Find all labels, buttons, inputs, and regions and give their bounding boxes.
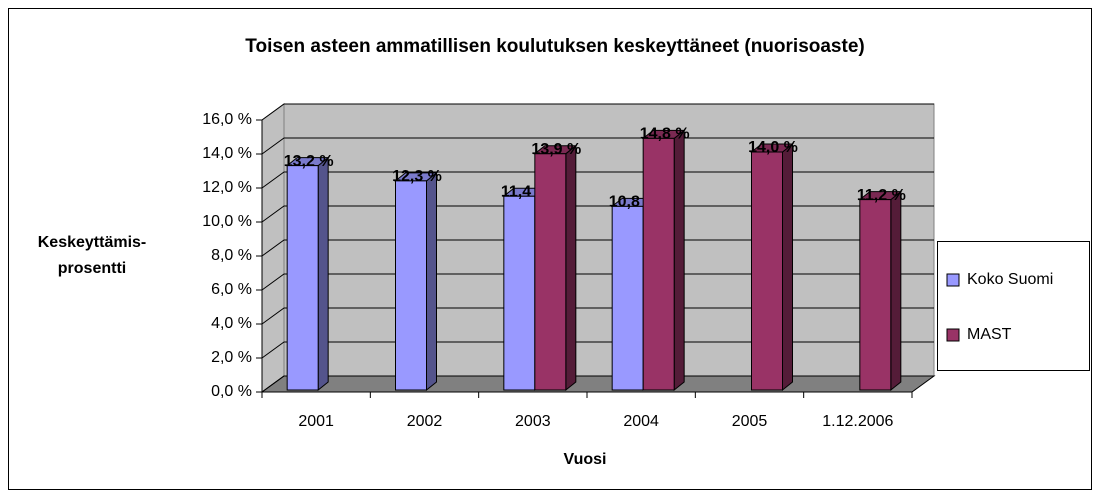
bar	[394, 171, 438, 392]
x-tick-label: 2002	[407, 413, 443, 430]
x-tick-label: 2003	[515, 413, 551, 430]
bar	[533, 144, 578, 392]
legend-label: Koko Suomi	[967, 271, 1053, 288]
bar	[285, 156, 330, 392]
bar-face	[503, 195, 536, 391]
bar-face	[286, 165, 319, 391]
bar-face	[890, 190, 902, 392]
value-label: 13,9 %	[531, 141, 581, 158]
grid-line	[261, 137, 934, 155]
bar-face	[317, 156, 329, 392]
bar-face	[673, 129, 685, 392]
legend	[937, 241, 1090, 371]
bar-face	[859, 199, 892, 391]
x-tick-label: 1.12.2006	[822, 413, 893, 430]
value-label: 14,0 %	[748, 139, 798, 156]
grid-line	[261, 375, 934, 393]
y-tick-label: 10,0 %	[202, 213, 252, 230]
value-label: 13,2 %	[284, 153, 334, 170]
grid-line	[261, 171, 934, 189]
grid-line	[261, 341, 934, 359]
y-axis-title: prosentti	[58, 260, 126, 277]
y-tick-label: 4,0 %	[211, 315, 252, 332]
chart-title: Toisen asteen ammatillisen koulutuksen k…	[245, 36, 864, 57]
bar-face	[642, 137, 675, 391]
bar	[858, 190, 903, 392]
bar-face	[395, 180, 427, 391]
grid-line	[261, 239, 934, 257]
value-label: 12,3 %	[392, 168, 442, 185]
legend-swatch	[946, 273, 960, 287]
value-label: 14,8 %	[640, 126, 690, 143]
bar	[750, 142, 794, 392]
grid-line	[261, 205, 934, 223]
legend-swatch	[946, 328, 960, 342]
y-axis-title: Keskeyttämis-	[38, 234, 147, 251]
bar-face	[611, 205, 644, 391]
bar-face	[534, 153, 567, 391]
y-tick-label: 8,0 %	[211, 247, 252, 264]
x-tick-label: 2005	[732, 413, 768, 430]
x-tick-label: 2001	[298, 413, 334, 430]
grid-line	[261, 307, 934, 325]
bar-face	[565, 144, 577, 392]
bar-face	[782, 142, 793, 392]
x-axis-title: Vuosi	[564, 451, 607, 468]
y-tick-label: 16,0 %	[202, 111, 252, 128]
y-tick-label: 14,0 %	[202, 145, 252, 162]
bar-face	[426, 171, 437, 392]
grid-line	[261, 103, 934, 121]
y-tick-label: 12,0 %	[202, 179, 252, 196]
y-tick-label: 6,0 %	[211, 281, 252, 298]
grid-line	[261, 273, 934, 291]
y-tick-label: 0,0 %	[211, 383, 252, 400]
value-label: 11,2 %	[857, 187, 906, 204]
floor	[260, 375, 936, 393]
y-tick-label: 2,0 %	[211, 349, 252, 366]
bar-face	[751, 151, 783, 391]
x-tick-label: 2004	[623, 413, 659, 430]
bar	[641, 129, 686, 392]
legend-label: MAST	[967, 326, 1012, 343]
